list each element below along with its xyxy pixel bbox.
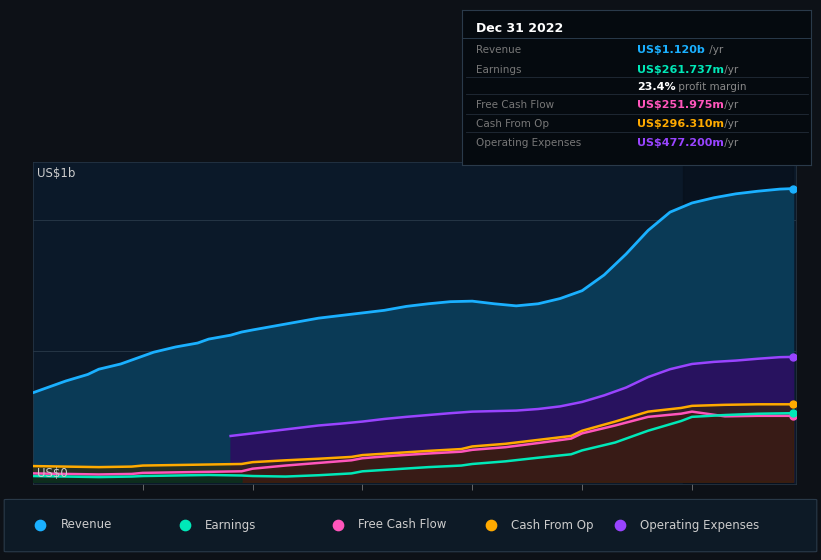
Text: Operating Expenses: Operating Expenses bbox=[640, 519, 759, 531]
Text: Free Cash Flow: Free Cash Flow bbox=[476, 100, 554, 110]
Text: US$296.310m: US$296.310m bbox=[637, 119, 723, 129]
Point bbox=[613, 521, 626, 530]
Text: Operating Expenses: Operating Expenses bbox=[476, 138, 581, 148]
Point bbox=[34, 521, 47, 530]
Point bbox=[787, 352, 800, 361]
Text: Free Cash Flow: Free Cash Flow bbox=[358, 519, 447, 531]
Text: Earnings: Earnings bbox=[205, 519, 257, 531]
Text: US$261.737m: US$261.737m bbox=[637, 64, 723, 74]
Point bbox=[787, 400, 800, 409]
Point bbox=[787, 184, 800, 193]
Point bbox=[787, 409, 800, 418]
Text: Revenue: Revenue bbox=[61, 519, 112, 531]
Point bbox=[484, 521, 498, 530]
Text: US$0: US$0 bbox=[37, 466, 67, 479]
Text: US$1.120b: US$1.120b bbox=[637, 45, 704, 55]
Text: Earnings: Earnings bbox=[476, 64, 521, 74]
Text: US$477.200m: US$477.200m bbox=[637, 138, 723, 148]
Text: Cash From Op: Cash From Op bbox=[511, 519, 594, 531]
Point bbox=[332, 521, 345, 530]
Text: profit margin: profit margin bbox=[675, 82, 746, 92]
Text: Dec 31 2022: Dec 31 2022 bbox=[476, 22, 563, 35]
Text: Cash From Op: Cash From Op bbox=[476, 119, 549, 129]
Text: /yr: /yr bbox=[721, 138, 738, 148]
Text: /yr: /yr bbox=[706, 45, 723, 55]
Text: US$251.975m: US$251.975m bbox=[637, 100, 723, 110]
Text: Revenue: Revenue bbox=[476, 45, 521, 55]
Point bbox=[179, 521, 192, 530]
Text: /yr: /yr bbox=[721, 100, 738, 110]
Bar bbox=[683, 162, 793, 484]
Text: /yr: /yr bbox=[721, 64, 738, 74]
Point bbox=[787, 412, 800, 421]
Text: /yr: /yr bbox=[721, 119, 738, 129]
Text: US$1b: US$1b bbox=[37, 167, 75, 180]
Text: 23.4%: 23.4% bbox=[637, 82, 676, 92]
FancyBboxPatch shape bbox=[4, 500, 817, 552]
